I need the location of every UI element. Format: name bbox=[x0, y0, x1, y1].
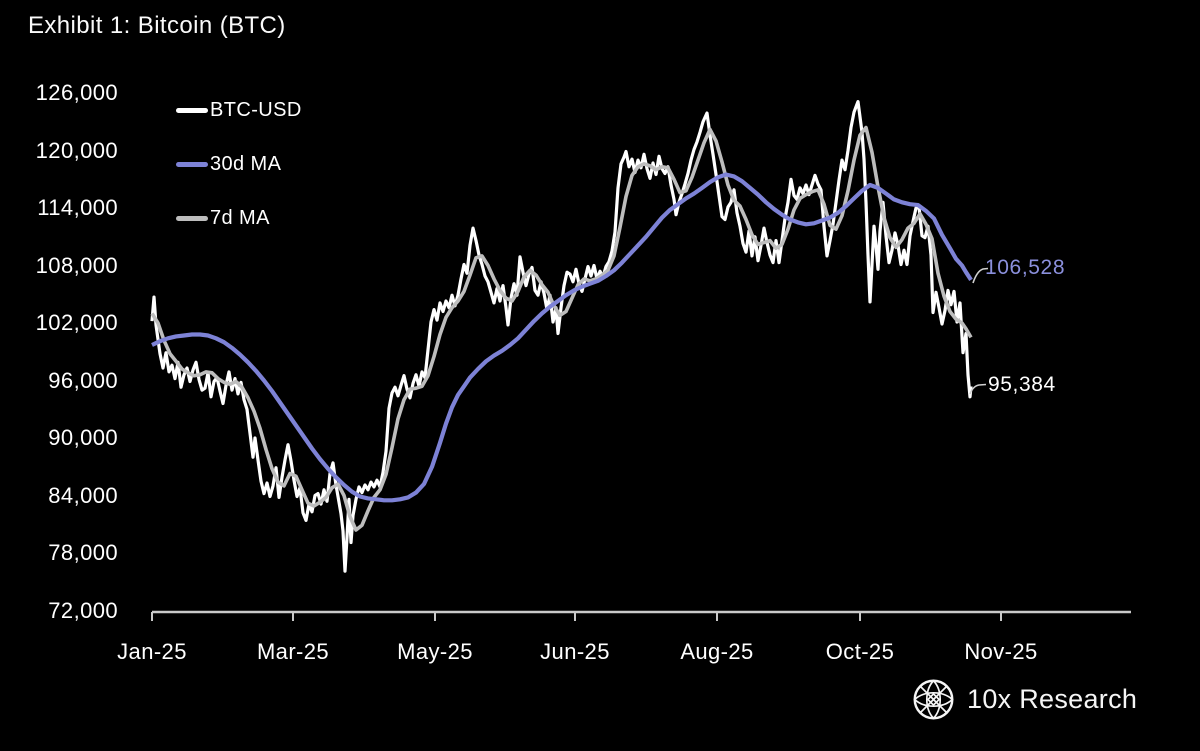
x-axis-label: Jan-25 bbox=[117, 639, 187, 664]
ma30-line bbox=[151, 172, 973, 503]
page-title: Exhibit 1: Bitcoin (BTC) bbox=[28, 12, 286, 39]
globe-icon bbox=[913, 679, 954, 720]
legend-label: BTC-USD bbox=[210, 98, 302, 121]
legend-item-7d-ma: 7d MA bbox=[176, 205, 302, 231]
x-axis-label: Nov-25 bbox=[964, 639, 1038, 664]
legend: BTC-USD 30d MA 7d MA bbox=[176, 97, 302, 259]
ma7-line bbox=[150, 125, 973, 532]
legend-item-30d-ma: 30d MA bbox=[176, 151, 302, 177]
legend-label: 7d MA bbox=[210, 206, 270, 229]
y-axis-label: 126,000 bbox=[35, 80, 118, 105]
y-axis-label: 84,000 bbox=[48, 482, 118, 508]
x-axis-label: Oct-25 bbox=[825, 639, 895, 664]
x-tick-marks bbox=[151, 612, 1002, 621]
x-axis-label: May-25 bbox=[397, 639, 473, 664]
y-axis-label: 108,000 bbox=[35, 252, 118, 278]
legend-item-btc-usd: BTC-USD bbox=[176, 97, 302, 123]
y-axis-label: 78,000 bbox=[48, 540, 118, 565]
btc-usd-swatch-icon bbox=[176, 107, 208, 113]
legend-label: 30d MA bbox=[210, 152, 282, 175]
ma30-swatch-icon bbox=[176, 161, 208, 167]
annotation-connector-btc bbox=[969, 383, 987, 395]
x-axis-label: Jun-25 bbox=[540, 639, 610, 664]
annotation-connector-ma30 bbox=[972, 267, 989, 284]
annotation-btc-end-value: 95,384 bbox=[988, 373, 1056, 396]
y-axis-label: 90,000 bbox=[48, 425, 118, 450]
x-axis-label: Aug-25 bbox=[680, 639, 754, 664]
y-axis-label: 102,000 bbox=[35, 310, 118, 335]
y-axis-label: 96,000 bbox=[48, 367, 118, 393]
annotation-ma30-value: 106,528 bbox=[985, 256, 1066, 279]
x-axis-label: Mar-25 bbox=[256, 639, 330, 664]
brand-logo: 10x Research bbox=[911, 677, 1137, 722]
y-axis-label: 114,000 bbox=[37, 195, 118, 220]
y-axis-label: 72,000 bbox=[48, 597, 118, 623]
ma7-swatch-icon bbox=[176, 215, 208, 221]
brand-name: 10x Research bbox=[967, 684, 1138, 714]
y-axis-label: 120,000 bbox=[35, 137, 118, 163]
